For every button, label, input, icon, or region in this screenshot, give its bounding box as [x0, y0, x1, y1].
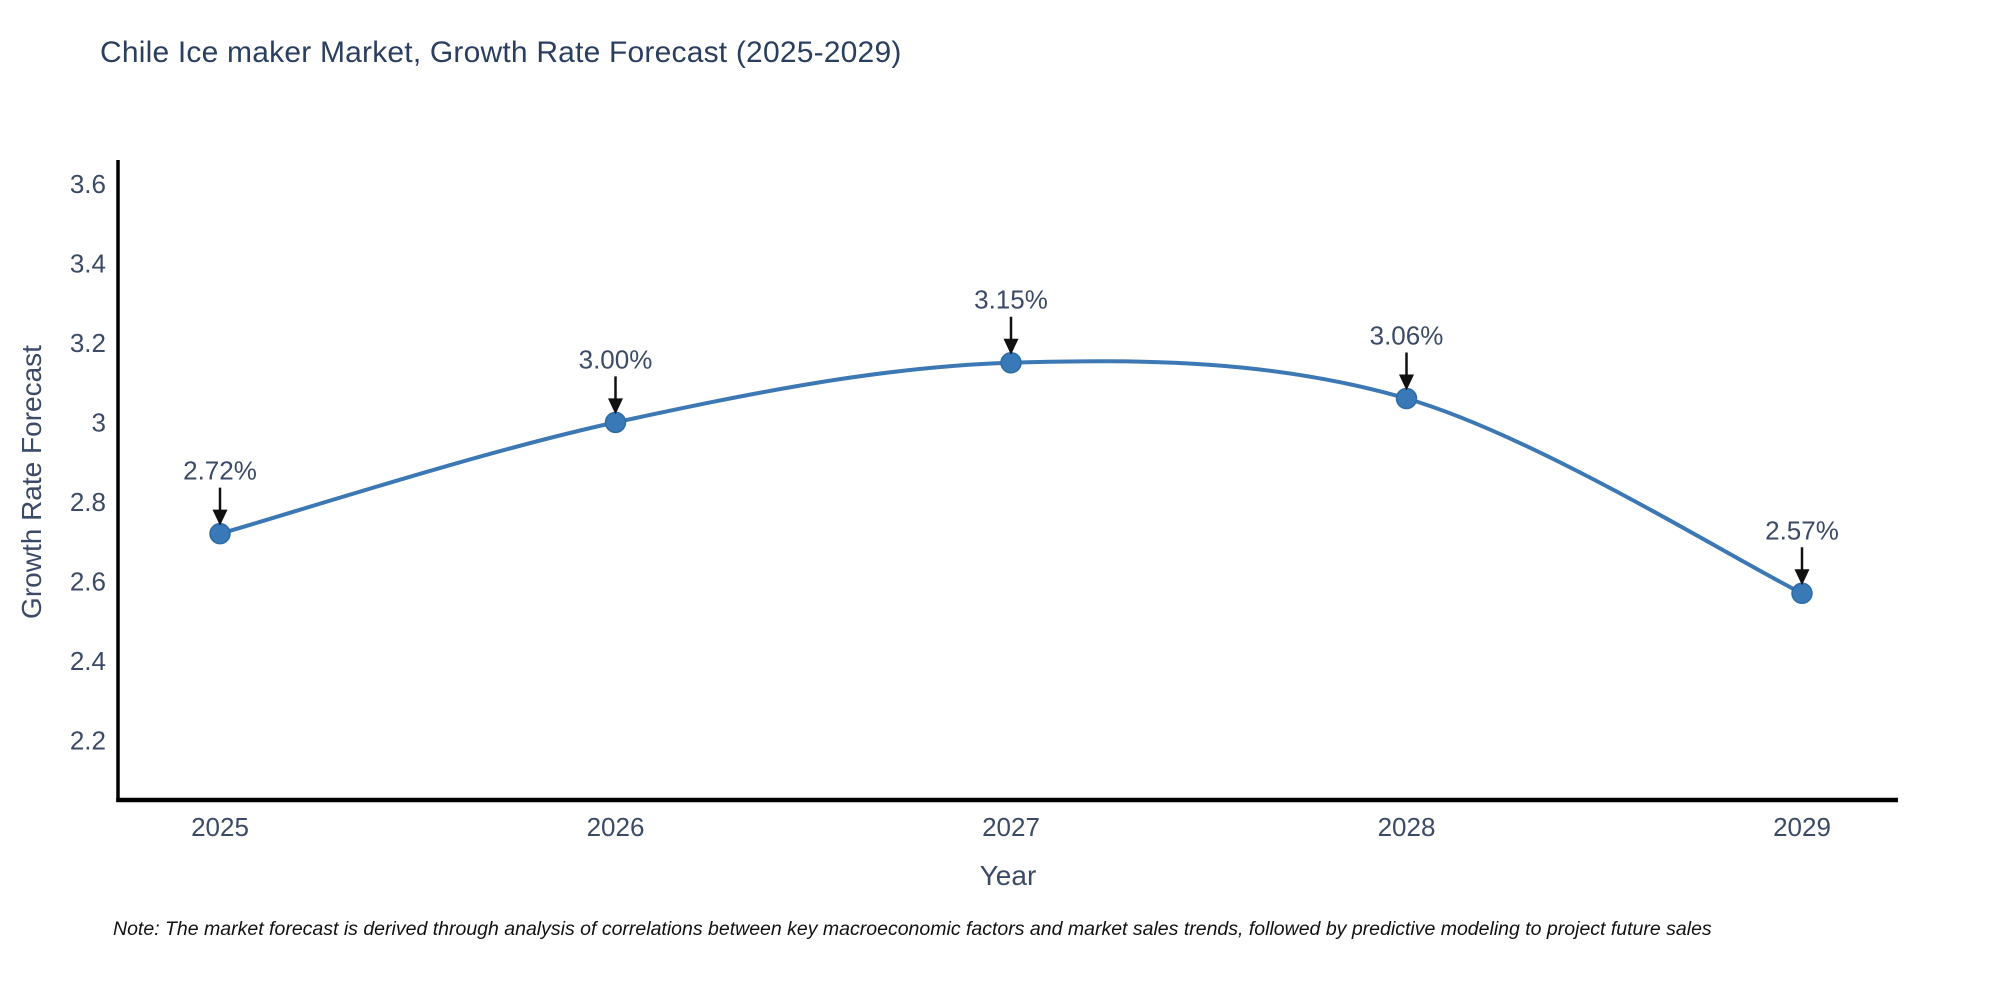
annotation-arrowhead-icon: [212, 509, 228, 526]
forecast-line: [218, 359, 1804, 596]
annotation-label: 3.06%: [1370, 321, 1444, 351]
y-tick-label: 2.8: [70, 487, 106, 517]
data-point[interactable]: [604, 411, 627, 434]
annotation-label: 2.72%: [183, 456, 257, 486]
annotation-arrowhead-icon: [1399, 374, 1414, 391]
annotation-label: 3.00%: [579, 344, 653, 374]
chart-title: Chile Ice maker Market, Growth Rate Fore…: [100, 36, 902, 69]
y-tick-label: 3.4: [70, 248, 106, 278]
x-tick-label: 2025: [191, 812, 249, 842]
annotation-label: 2.57%: [1765, 515, 1839, 545]
x-axis-title: Year: [979, 860, 1037, 891]
annotation-arrowhead-icon: [1794, 569, 1810, 586]
y-axis-title: Growth Rate Forecast: [16, 345, 47, 619]
data-point[interactable]: [1000, 351, 1022, 374]
annotation-arrowhead-icon: [608, 398, 623, 415]
annotation-label: 3.15%: [974, 285, 1048, 315]
x-tick-label: 2028: [1378, 812, 1436, 842]
y-tick-label: 2.2: [70, 725, 106, 755]
x-tick-label: 2029: [1773, 812, 1831, 842]
x-tick-label: 2027: [982, 812, 1040, 842]
y-tick-label: 3.6: [70, 169, 106, 199]
y-tick-label: 3: [92, 407, 106, 437]
annotation-arrowhead-icon: [1003, 338, 1019, 355]
y-tick-label: 3.2: [70, 328, 106, 358]
x-tick-label: 2026: [587, 812, 645, 842]
data-point[interactable]: [1791, 582, 1813, 605]
y-tick-label: 2.6: [70, 566, 106, 596]
footnote: Note: The market forecast is derived thr…: [113, 918, 1712, 940]
y-tick-label: 2.4: [70, 646, 106, 676]
data-point[interactable]: [209, 522, 231, 545]
data-point[interactable]: [1395, 387, 1418, 410]
